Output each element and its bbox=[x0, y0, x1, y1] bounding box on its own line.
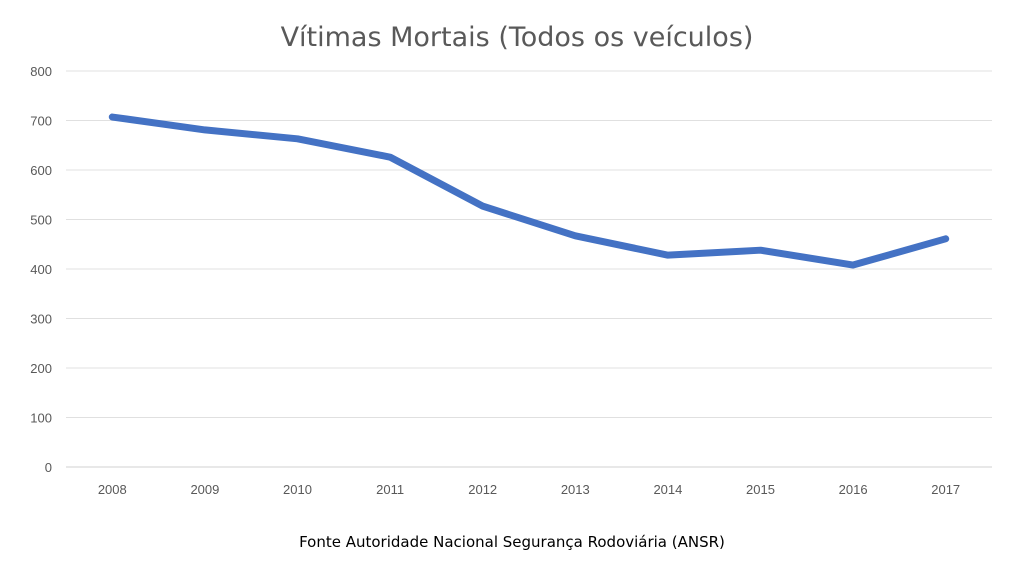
x-tick-label: 2016 bbox=[839, 482, 868, 497]
y-tick-label: 800 bbox=[30, 64, 52, 79]
x-tick-label: 2012 bbox=[468, 482, 497, 497]
y-tick-label: 300 bbox=[30, 312, 52, 327]
x-tick-label: 2008 bbox=[98, 482, 127, 497]
x-tick-label: 2009 bbox=[190, 482, 219, 497]
x-tick-label: 2015 bbox=[746, 482, 775, 497]
source-note: Fonte Autoridade Nacional Segurança Rodo… bbox=[299, 533, 725, 551]
chart-title: Vítimas Mortais (Todos os veículos) bbox=[281, 22, 754, 53]
y-tick-label: 0 bbox=[45, 460, 52, 475]
y-tick-label: 700 bbox=[30, 114, 52, 129]
series-line bbox=[108, 113, 950, 269]
x-tick-label: 2013 bbox=[561, 482, 590, 497]
y-tick-label: 200 bbox=[30, 361, 52, 376]
y-tick-label: 600 bbox=[30, 163, 52, 178]
x-tick-label: 2017 bbox=[931, 482, 960, 497]
y-tick-label: 500 bbox=[30, 213, 52, 228]
y-tick-label: 100 bbox=[30, 411, 52, 426]
y-tick-label: 400 bbox=[30, 262, 52, 277]
x-tick-label: 2014 bbox=[653, 482, 682, 497]
x-tick-label: 2011 bbox=[376, 482, 404, 497]
x-tick-label: 2010 bbox=[283, 482, 312, 497]
